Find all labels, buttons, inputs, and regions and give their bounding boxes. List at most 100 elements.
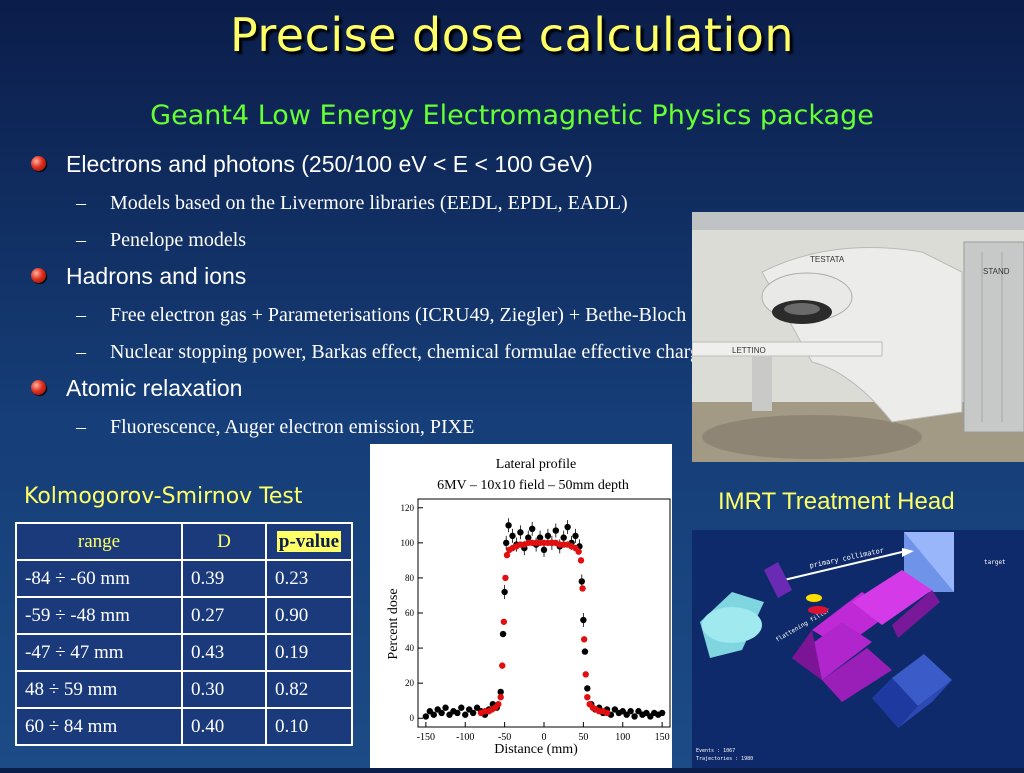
data-point-measured xyxy=(454,709,461,717)
bullet-list: Electrons and photons (250/100 eV < E < … xyxy=(28,148,948,447)
data-point-measured xyxy=(528,525,536,533)
ks-test-title: Kolmogorov-Smirnov Test xyxy=(24,484,303,509)
ks-test-table: range D p-value -84 ÷ -60 mm 0.39 0.23 -59… xyxy=(15,522,353,746)
data-point-measured xyxy=(458,704,465,711)
y-tick-label: 120 xyxy=(401,503,415,513)
photo-label-testata: TESTATA xyxy=(810,255,845,264)
bullet-atomic-relaxation: Atomic relaxation xyxy=(28,372,948,410)
chart-y-label: Percent dose xyxy=(386,588,401,659)
table-header-row: range D p-value xyxy=(15,522,353,561)
photo-label-stand: STAND xyxy=(983,267,1010,276)
table-row: -47 ÷ 47 mm 0.43 0.19 xyxy=(15,633,353,672)
sub-bullet: – Fluorescence, Auger electron emission, … xyxy=(76,416,475,438)
data-point-measured xyxy=(442,704,449,711)
bullet-icon xyxy=(31,156,46,171)
data-point-simulated xyxy=(503,551,511,559)
y-tick-label: 80 xyxy=(405,573,415,583)
data-point-simulated xyxy=(603,709,611,717)
data-point-measured xyxy=(581,648,589,655)
data-point-measured xyxy=(631,713,638,720)
data-point-measured xyxy=(499,630,507,638)
sub-bullet: – Nuclear stopping power, Barkas effect, … xyxy=(76,341,743,363)
data-point-measured xyxy=(422,713,430,720)
bullet-icon xyxy=(31,380,46,395)
data-point-measured xyxy=(552,527,560,534)
data-point-measured xyxy=(584,685,591,692)
readout-events: Events : 1067 xyxy=(696,748,735,754)
photo-label-lettino: LETTINO xyxy=(732,346,766,355)
x-tick-label: -100 xyxy=(456,732,474,743)
data-point-simulated xyxy=(500,618,508,625)
label-target: target xyxy=(984,559,1006,566)
bullet-hadrons-ions: Hadrons and ions xyxy=(28,260,948,298)
header-p-value: p-value xyxy=(265,522,353,561)
data-point-measured xyxy=(540,546,548,554)
data-point-measured xyxy=(658,709,666,717)
slide-title: Precise dose calculation xyxy=(229,8,795,62)
data-point-measured xyxy=(560,534,567,541)
data-point-measured xyxy=(509,532,516,540)
header-d: D xyxy=(181,522,267,561)
data-point-measured xyxy=(438,709,445,717)
imrt-visualization: primary collimator target flattening fil… xyxy=(692,530,1024,768)
slide-subtitle: Geant4 Low Energy Electromagnetic Physic… xyxy=(150,100,874,131)
data-point-measured xyxy=(497,688,504,696)
sub-bullet: – Models based on the Livermore libraries… xyxy=(76,192,628,214)
data-point-simulated xyxy=(579,585,586,592)
chart-title: Lateral profile xyxy=(496,457,576,472)
data-point-simulated xyxy=(582,671,589,678)
y-tick-label: 20 xyxy=(405,678,415,688)
y-tick-label: 100 xyxy=(401,538,415,548)
data-point-simulated xyxy=(495,701,502,708)
linac-photo: TESTATA STAND LETTINO xyxy=(692,212,1024,462)
chart-svg: Lateral profile 6MV – 10x10 field – 50mm… xyxy=(386,457,671,757)
imrt-geometry-svg: primary collimator target flattening fil… xyxy=(692,530,1024,768)
data-point-measured xyxy=(517,529,524,536)
chart-subtitle: 6MV – 10x10 field – 50mm depth xyxy=(437,478,629,493)
data-point-measured xyxy=(536,534,544,541)
table-row: 60 ÷ 84 mm 0.40 0.10 xyxy=(15,707,353,746)
y-tick-label: 40 xyxy=(405,643,415,653)
data-point-simulated xyxy=(502,574,509,582)
data-point-measured xyxy=(505,522,512,529)
x-tick-label: 100 xyxy=(615,732,630,743)
data-point-measured xyxy=(430,711,437,718)
x-tick-label: 50 xyxy=(578,732,588,743)
data-point-measured xyxy=(578,578,585,585)
y-tick-label: 0 xyxy=(410,713,415,723)
data-point-measured xyxy=(462,711,469,718)
lateral-profile-chart: Lateral profile 6MV – 10x10 field – 50mm… xyxy=(370,444,672,768)
data-point-measured xyxy=(572,532,579,540)
linac-illustration: TESTATA STAND LETTINO xyxy=(692,212,1024,462)
data-point-measured xyxy=(503,539,510,547)
data-point-measured xyxy=(627,708,634,715)
data-point-measured xyxy=(580,616,587,624)
data-point-simulated xyxy=(499,662,506,669)
header-range: range xyxy=(15,522,183,561)
data-point-measured xyxy=(525,534,532,541)
data-point-simulated xyxy=(580,636,588,643)
data-point-measured xyxy=(564,523,571,531)
data-point-simulated xyxy=(584,693,591,701)
table-row: -59 ÷ -48 mm 0.27 0.90 xyxy=(15,596,353,635)
data-point-measured xyxy=(501,588,508,596)
x-tick-label: -50 xyxy=(498,732,511,743)
x-tick-label: -150 xyxy=(417,732,435,743)
readout-trajectories: Trajectories : 1980 xyxy=(696,756,753,762)
table-row: 48 ÷ 59 mm 0.30 0.82 xyxy=(15,670,353,709)
data-point-measured xyxy=(544,532,552,540)
data-point-simulated xyxy=(577,557,585,564)
data-point-measured xyxy=(469,709,477,717)
data-point-simulated xyxy=(497,693,504,701)
x-tick-label: 0 xyxy=(542,732,547,743)
y-tick-label: 60 xyxy=(405,608,415,618)
table-row: -84 ÷ -60 mm 0.39 0.23 xyxy=(15,559,353,598)
bullet-icon xyxy=(31,268,46,283)
imrt-title: IMRT Treatment Head xyxy=(718,488,955,515)
data-point-simulated xyxy=(575,548,582,555)
sub-bullet: – Free electron gas + Parameterisations (… xyxy=(76,304,687,326)
sub-bullet: – Penelope models xyxy=(76,229,247,251)
bullet-electrons-photons: Electrons and photons (250/100 eV < E < … xyxy=(28,148,948,186)
chart-x-label: Distance (mm) xyxy=(494,742,578,757)
plot-frame xyxy=(417,498,671,728)
